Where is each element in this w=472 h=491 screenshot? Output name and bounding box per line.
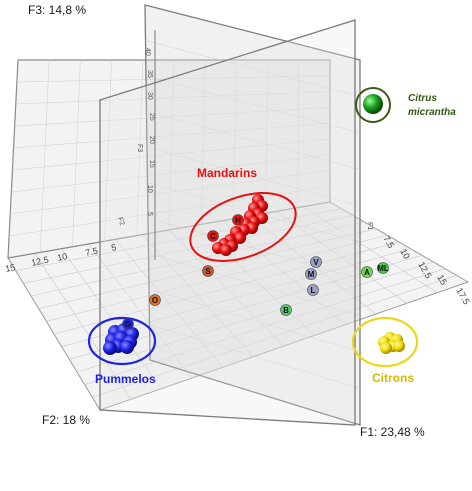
mid-grid-line (146, 111, 361, 170)
point-label: S (205, 267, 211, 276)
f3-tick-label: 40 (144, 48, 151, 56)
mandarin-point (220, 244, 232, 256)
f2-axis-name: F2 (116, 216, 125, 226)
point-label: G (125, 320, 131, 329)
f1-axis-name: F1 (366, 222, 373, 230)
labeled-point-m (305, 268, 317, 280)
back-grid-line (136, 59, 144, 236)
labeled-point-ml (377, 262, 389, 274)
f2-tick-label: 12.5 (30, 255, 49, 268)
micrantha-label-line1: Citrus (408, 93, 437, 104)
f1-tick-label: 15 (435, 273, 449, 287)
mid-grid (145, 40, 361, 389)
labeled-point-h (232, 214, 244, 226)
citron-point (380, 342, 392, 354)
f3-tick-label: 15 (148, 160, 155, 168)
labeled-point-c (207, 230, 219, 242)
labeled-point-o (149, 294, 161, 306)
f2-tick-label: 7.5 (84, 246, 98, 258)
micrantha-point (363, 94, 383, 114)
f3-tick-label: 35 (146, 70, 153, 78)
f2-tick-label: 15 (4, 262, 16, 274)
f3-axis-title: F3: 14,8 % (28, 3, 86, 17)
back-grid-line (168, 59, 175, 231)
back-grid-line (265, 59, 268, 214)
point-label: L (311, 286, 316, 295)
cluster-points (103, 94, 405, 355)
front-plane (99, 19, 356, 426)
micrantha-label-line2: micrantha (408, 107, 456, 118)
floor-grid-line (30, 221, 365, 297)
floor-grid-line (76, 261, 434, 373)
f3-tick-labels: 5 10 15 20 25 30 35 40 (144, 48, 155, 216)
floor-grid-line (46, 235, 388, 322)
mid-grid-line (147, 217, 361, 280)
mandarins-label: Mandarins (197, 166, 257, 180)
labeled-point-a (361, 266, 373, 278)
labeled-point-b (280, 304, 292, 316)
back-grid-line (233, 59, 237, 219)
floor-grid-line (15, 208, 342, 271)
back-grid-line (200, 59, 206, 225)
f3-tick-label: 25 (148, 113, 155, 121)
back-grid-line (104, 59, 112, 242)
f3-tick-label: 5 (146, 212, 153, 216)
mid-grid-line (145, 75, 361, 134)
point-label: ML (377, 264, 389, 273)
point-label: A (364, 268, 370, 277)
f3-tick-label: 20 (148, 136, 155, 144)
citrons-ring (351, 316, 419, 368)
citrons-label: Citrons (372, 371, 414, 385)
back-grid-line (39, 59, 50, 253)
mandarin-point (234, 232, 246, 244)
labeled-point-g (122, 318, 134, 330)
point-label: H (235, 216, 241, 225)
f3-axis-name: F3 (136, 144, 143, 152)
back-grid-line (72, 59, 81, 247)
f2-tick-labels: 15 12.5 10 7.5 5 (4, 242, 117, 274)
f2-tick-label: 10 (56, 251, 68, 263)
f2-axis-title: F2: 18 % (42, 413, 90, 427)
f2-tick-label: 5 (110, 242, 117, 253)
mid-grid-line (148, 253, 361, 316)
floor-grid-line (23, 215, 354, 284)
f1-tick-label: 10 (398, 247, 412, 261)
f3-tick-label: 10 (146, 185, 153, 193)
micrantha-ring (355, 87, 391, 123)
mid-grid-line (146, 146, 361, 207)
mid-grid-line (148, 288, 361, 353)
point-label: B (283, 306, 289, 315)
floor-grid-line (84, 268, 446, 385)
point-label: C (210, 232, 216, 241)
pummelos-ring (87, 316, 157, 366)
floor-grid-line (92, 275, 457, 398)
labeled-point-s (202, 265, 214, 277)
mid-grid-line (149, 324, 361, 389)
mandarins-ring (189, 192, 297, 262)
point-label: O (152, 296, 158, 305)
mid-grid-line (145, 40, 361, 97)
pummelo-point (103, 341, 117, 355)
back-grid (9, 59, 331, 253)
f1-tick-label: 17.5 (454, 286, 471, 306)
point-label: M (308, 270, 315, 279)
labeled-point-v (310, 256, 322, 268)
point-label: V (313, 258, 319, 267)
labeled-point-l (307, 284, 319, 296)
f3-tick-label: 30 (146, 92, 153, 100)
citron-point (393, 340, 405, 352)
pummelos-label: Pummelos (95, 372, 156, 386)
back-grid-line (297, 59, 300, 208)
pummelo-point (120, 340, 134, 354)
f1-axis-title: F1: 23,48 % (360, 425, 425, 439)
